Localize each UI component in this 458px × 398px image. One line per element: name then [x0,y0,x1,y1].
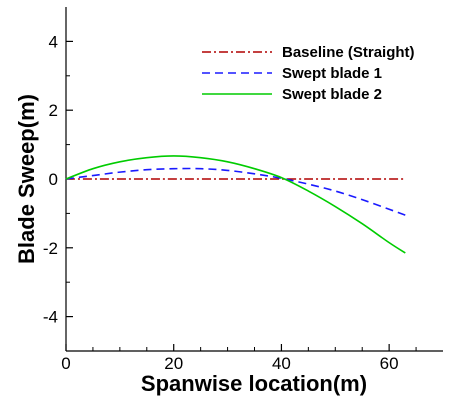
legend: Baseline (Straight) Swept blade 1 Swept bl… [202,44,415,103]
y-tick-label-2: 0 [49,170,58,189]
x-tick-label-0: 0 [61,354,70,373]
series-layer [65,155,406,254]
x-tick-label-3: 60 [380,354,399,373]
legend-label-3: Swept blade 2 [282,86,382,103]
y-axis-title: Blade Sweep(m) [14,94,39,264]
x-tick-label-1: 20 [164,354,183,373]
series-line-2 [65,167,406,216]
x-tick-label-2: 40 [272,354,291,373]
legend-label-1: Baseline (Straight) [282,44,415,61]
axis-ticks: 0 20 40 60 -4 -2 0 2 4 [43,32,417,373]
series-line-3 [65,155,406,254]
y-tick-label-4: 4 [49,32,58,51]
x-axis-title: Spanwise location(m) [141,371,367,396]
y-tick-label-0: -4 [43,308,58,327]
legend-label-2: Swept blade 1 [282,65,382,82]
y-tick-label-1: -2 [43,239,58,258]
y-tick-label-3: 2 [49,101,58,120]
